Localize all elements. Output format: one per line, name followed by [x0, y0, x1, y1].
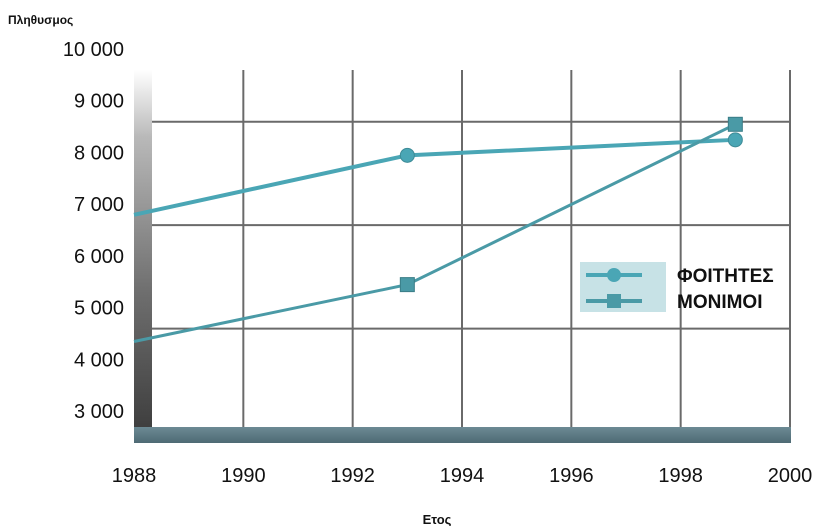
legend-label: ΜΟΝΙΜΟΙ: [677, 292, 763, 313]
legend-label: ΦΟΙΤΗΤΕΣ: [677, 266, 774, 287]
y-tick-label: 5 000: [74, 298, 124, 320]
data-point: [399, 147, 415, 163]
x-tick-label: 1994: [440, 465, 485, 487]
legend-background: [580, 262, 666, 312]
x-axis-ticks: 1988 1990 1992 1994 1996 1998 2000: [112, 465, 813, 487]
series-1: [133, 132, 743, 217]
y-tick-label: 4 000: [74, 349, 124, 371]
data-point: [727, 132, 743, 148]
y-tick-label: 7 000: [74, 194, 124, 216]
x-tick-label: 2000: [768, 465, 813, 487]
legend-item: ΜΟΝΙΜΟΙ: [586, 292, 763, 313]
legend-marker: [607, 268, 621, 282]
y-axis-bar: [134, 70, 152, 442]
legend: ΦΟΙΤΗΤΕΣ ΜΟΝΙΜΟΙ: [580, 262, 774, 313]
x-axis-bar: [134, 427, 791, 443]
x-tick-label: 1992: [330, 465, 375, 487]
y-tick-label: 3 000: [74, 401, 124, 423]
grid: [134, 70, 791, 432]
legend-marker: [607, 294, 621, 308]
y-tick-label: 6 000: [74, 246, 124, 268]
y-tick-label: 8 000: [74, 142, 124, 164]
series-2: [133, 116, 743, 343]
legend-item: ΦΟΙΤΗΤΕΣ: [586, 266, 774, 287]
y-axis-ticks: 3 000 4 000 5 000 6 000 7 000 8 000 9 000 10 00…: [63, 39, 124, 423]
series-line: [133, 137, 736, 217]
y-tick-label: 10 000: [63, 39, 124, 61]
y-tick-label: 9 000: [74, 91, 124, 113]
x-tick-label: 1990: [221, 465, 266, 487]
y-axis-label: Πληθυσμος: [8, 13, 73, 27]
x-axis-label: Ετος: [423, 512, 452, 526]
x-tick-label: 1996: [549, 465, 594, 487]
x-tick-label: 1998: [658, 465, 703, 487]
data-point: [399, 277, 415, 293]
data-point: [727, 116, 743, 132]
x-tick-label: 1988: [112, 465, 157, 487]
series: [133, 116, 743, 343]
